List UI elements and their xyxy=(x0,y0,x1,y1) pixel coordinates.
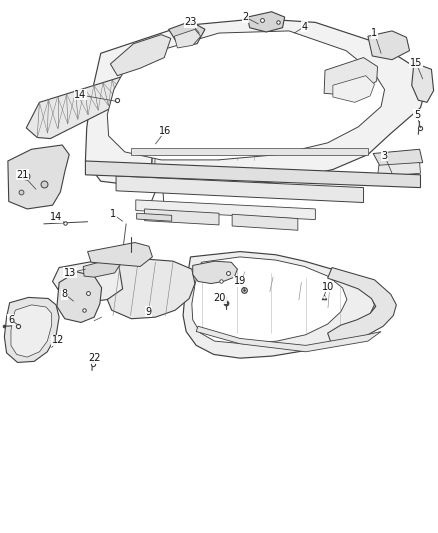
Polygon shape xyxy=(131,148,368,155)
Polygon shape xyxy=(57,272,102,322)
Text: 9: 9 xyxy=(146,307,152,317)
Text: 13: 13 xyxy=(64,268,76,278)
Polygon shape xyxy=(174,29,201,48)
Text: 22: 22 xyxy=(88,353,100,363)
Text: 10: 10 xyxy=(321,282,334,292)
Text: 14: 14 xyxy=(50,213,62,222)
Text: 6: 6 xyxy=(8,315,14,325)
Polygon shape xyxy=(232,214,298,230)
Polygon shape xyxy=(247,12,285,32)
Polygon shape xyxy=(333,76,374,102)
Polygon shape xyxy=(328,268,396,345)
Polygon shape xyxy=(26,63,180,139)
Polygon shape xyxy=(145,209,219,225)
Polygon shape xyxy=(196,326,381,352)
Text: 21: 21 xyxy=(17,170,29,180)
Text: 15: 15 xyxy=(410,58,422,68)
Polygon shape xyxy=(412,63,434,102)
Polygon shape xyxy=(373,149,423,168)
Polygon shape xyxy=(192,257,347,344)
Polygon shape xyxy=(368,31,410,60)
Polygon shape xyxy=(137,213,172,221)
Polygon shape xyxy=(136,200,315,220)
Polygon shape xyxy=(8,145,69,209)
Polygon shape xyxy=(193,261,237,284)
Text: 5: 5 xyxy=(414,110,420,119)
Text: 1: 1 xyxy=(371,28,378,38)
Polygon shape xyxy=(11,305,52,357)
Text: 2: 2 xyxy=(242,12,248,22)
Polygon shape xyxy=(88,243,152,266)
Polygon shape xyxy=(107,257,195,319)
Text: 4: 4 xyxy=(301,22,307,31)
Polygon shape xyxy=(83,259,120,277)
Text: 14: 14 xyxy=(74,90,86,100)
Text: 12: 12 xyxy=(52,335,64,345)
Polygon shape xyxy=(85,161,420,188)
Polygon shape xyxy=(324,58,378,96)
Polygon shape xyxy=(183,252,374,358)
Text: 23: 23 xyxy=(184,18,197,27)
Text: 20: 20 xyxy=(214,294,226,303)
Polygon shape xyxy=(169,21,205,47)
Polygon shape xyxy=(110,35,171,76)
Polygon shape xyxy=(116,176,364,203)
Text: 8: 8 xyxy=(62,289,68,299)
Polygon shape xyxy=(4,297,59,362)
Text: 16: 16 xyxy=(159,126,172,135)
Polygon shape xyxy=(107,31,385,160)
Polygon shape xyxy=(85,19,427,188)
Text: 19: 19 xyxy=(233,277,246,286)
Text: 3: 3 xyxy=(381,151,388,160)
Text: 1: 1 xyxy=(110,209,116,219)
Polygon shape xyxy=(378,163,420,177)
Polygon shape xyxy=(53,257,145,303)
